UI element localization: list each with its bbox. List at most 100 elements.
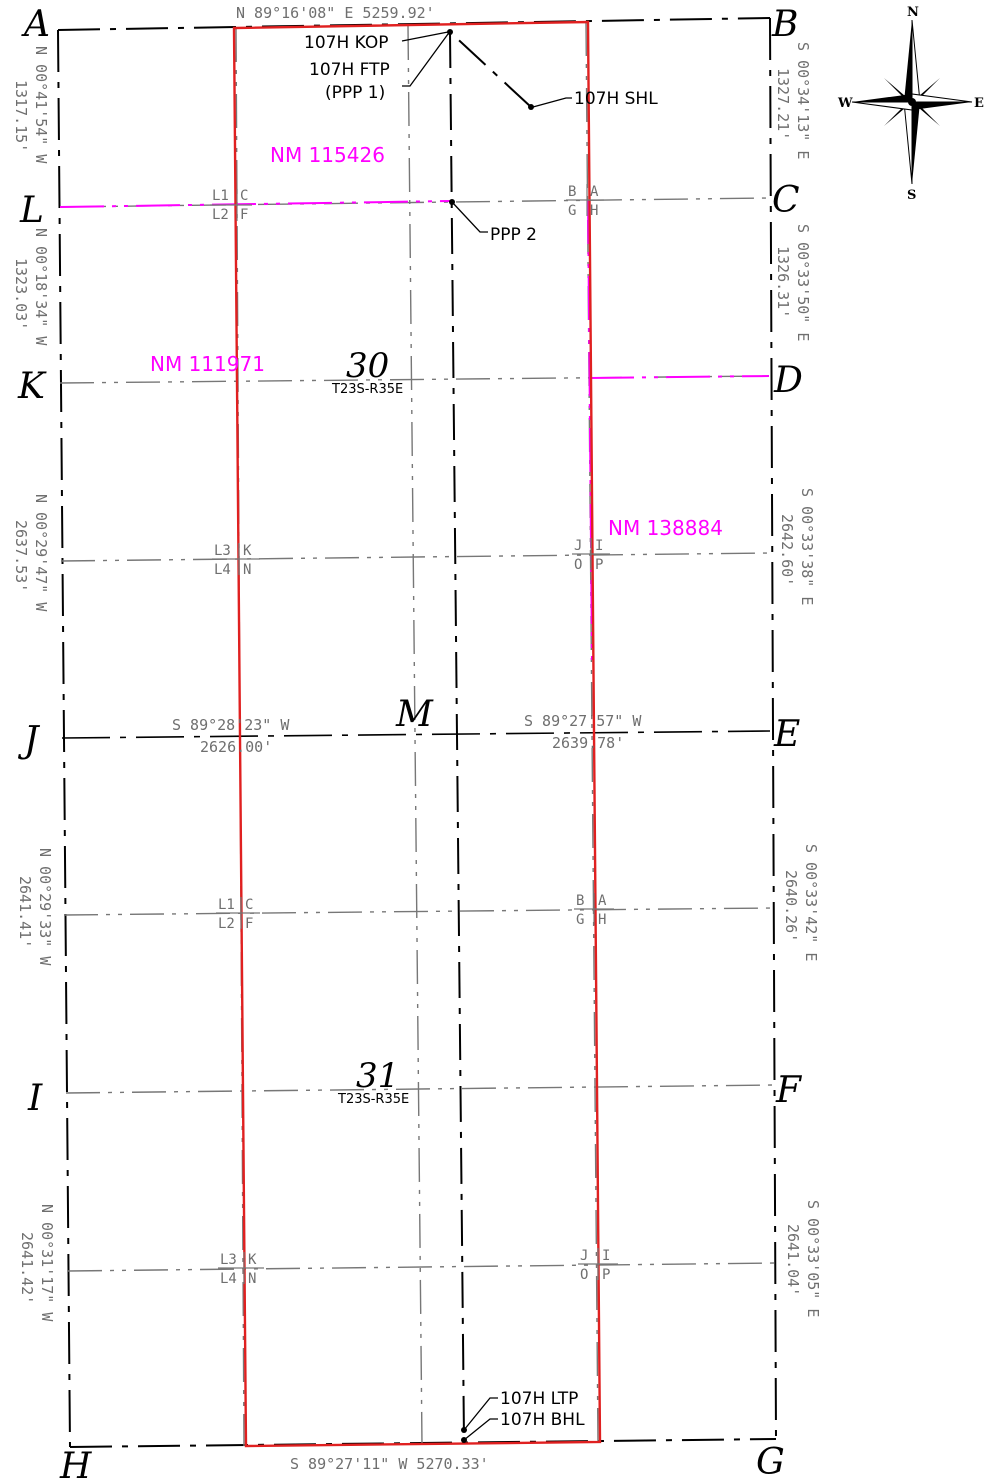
qq-i-30s: I [595, 538, 603, 554]
south-line-bearing: S 89°27'11" W 5270.33' [290, 1455, 489, 1473]
lease-nm-115426: NM 115426 [270, 143, 385, 167]
ftp-leader [402, 33, 449, 87]
qq-p-30s: P [595, 557, 603, 573]
corner-m: M [395, 694, 434, 735]
section-30-31-line [61, 730, 771, 739]
qq-b-30n: B [568, 184, 576, 200]
compass-star-icon [851, 19, 973, 185]
corner-h: H [59, 1446, 92, 1481]
compass-w: W [837, 96, 853, 111]
ppp2-label: PPP 2 [490, 225, 537, 245]
kop-label: 107H KOP [304, 33, 389, 53]
qq-l1-31n: L1 [218, 897, 235, 913]
corner-a: A [21, 4, 50, 45]
line-31-north-qtr [63, 907, 773, 916]
ltp-leader [463, 1397, 498, 1431]
qq-h-30n: H [590, 203, 598, 219]
horizontal-bearings: N 89°16'08" E 5259.92' S 89°27'11" W 527… [172, 4, 642, 1473]
wellbore-lateral [449, 31, 465, 1441]
qq-c-30n: C [240, 188, 248, 204]
qq-b-31n: B [576, 893, 584, 909]
section-30-number: 30 [346, 346, 389, 386]
corner-l: L [19, 190, 44, 231]
corner-f: F [775, 1070, 803, 1111]
section-30-township: T23S-R35E [331, 382, 403, 397]
qq-l4-30s: L4 [214, 562, 231, 578]
corner-j: J [17, 720, 41, 761]
corner-i: I [27, 1078, 43, 1119]
line-k-d [59, 375, 770, 384]
qq-k-31s: K [248, 1252, 257, 1268]
kop-leader [401, 31, 449, 42]
east-5-bearing: S 00°33'05" E [804, 1200, 822, 1317]
corner-letters: A B L C K D J E M I F H G [17, 4, 803, 1481]
line-l-c [59, 197, 769, 208]
mid-west-bearing: S 89°28'23" W [172, 716, 290, 734]
mid-east-bearing: S 89°27'57" W [524, 712, 642, 730]
section-labels: 30 T23S-R35E 31 T23S-R35E [331, 346, 409, 1107]
compass-rose: N S E W [837, 5, 984, 203]
qq-l2-30n: L2 [212, 207, 229, 223]
ltp-label: 107H LTP [500, 1389, 578, 1409]
well-leaders [401, 31, 572, 1441]
ftp-label: 107H FTP [309, 60, 390, 80]
project-area-boundary [232, 20, 602, 1448]
line-31-south-qtr [67, 1262, 776, 1272]
east-section-line [769, 17, 777, 1440]
line-i-f [65, 1084, 774, 1094]
corner-g: G [756, 1442, 785, 1481]
qq-c-31n: C [245, 897, 253, 913]
kop-point [447, 29, 453, 35]
qq-o-31s: O [580, 1267, 588, 1283]
east-3-distance: 2642.60' [778, 514, 796, 586]
qq-o-30s: O [574, 557, 582, 573]
qq-f-30n: F [240, 207, 248, 223]
ppp2-leader [451, 201, 488, 233]
line-30-south-qtr [60, 552, 770, 562]
lease-line-d [589, 375, 770, 379]
east-bearings: S 00°34'13" E 1327.21' S 00°33'50" E 132… [774, 42, 822, 1317]
qq-i-31s: I [602, 1248, 610, 1264]
qq-l3-30s: L3 [214, 543, 231, 559]
west-3-distance: 2637.53' [12, 520, 30, 592]
qq-l4-31s: L4 [220, 1271, 237, 1287]
east-2-bearing: S 00°33'50" E [794, 224, 812, 341]
ppp1-label: (PPP 1) [325, 83, 385, 103]
west-5-bearing: N 00°31'17" W [38, 1204, 56, 1322]
wellbore-curve [449, 31, 532, 108]
shl-point [528, 104, 534, 110]
west-section-line [57, 29, 71, 1448]
qq-l1-30n: L1 [212, 188, 229, 204]
compass-n: N [907, 5, 919, 20]
east-5-distance: 2641.04' [784, 1224, 802, 1296]
east-1-bearing: S 00°34'13" E [794, 42, 812, 159]
corner-e: E [773, 714, 800, 755]
quarter-labels: L1 C L2 F B A G H L3 K L4 N J I O P L1 C… [210, 184, 618, 1287]
east-2-distance: 1326.31' [774, 246, 792, 318]
lease-nm-111971: NM 111971 [150, 352, 265, 376]
mid-west-distance: 2626.00' [200, 738, 272, 756]
corner-k: K [17, 366, 47, 407]
shl-leader [532, 97, 572, 108]
qq-j-30s: J [574, 538, 582, 554]
section-31-number: 31 [356, 1056, 399, 1096]
qq-f-31n: F [245, 916, 253, 932]
compass-e: E [974, 96, 984, 111]
north-south-center-line [407, 25, 423, 1446]
west-1-distance: 1317.15' [12, 80, 30, 152]
qq-g-30n: G [568, 203, 576, 219]
corner-d: D [773, 360, 803, 401]
west-2-bearing: N 00°18'34" W [32, 228, 50, 346]
lease-boundaries [59, 199, 770, 661]
west-3-bearing: N 00°29'47" W [32, 494, 50, 612]
qq-a-30n: A [590, 184, 599, 200]
west-2-distance: 1323.03' [12, 258, 30, 330]
qq-l3-31s: L3 [220, 1252, 237, 1268]
qq-n-31s: N [248, 1271, 256, 1287]
aliquot-lines [59, 21, 776, 1447]
lease-nm-138884: NM 138884 [608, 516, 723, 540]
west-4-bearing: N 00°29'33" W [36, 848, 54, 966]
bhl-leader [463, 1418, 498, 1441]
qq-k-30s: K [243, 543, 252, 559]
